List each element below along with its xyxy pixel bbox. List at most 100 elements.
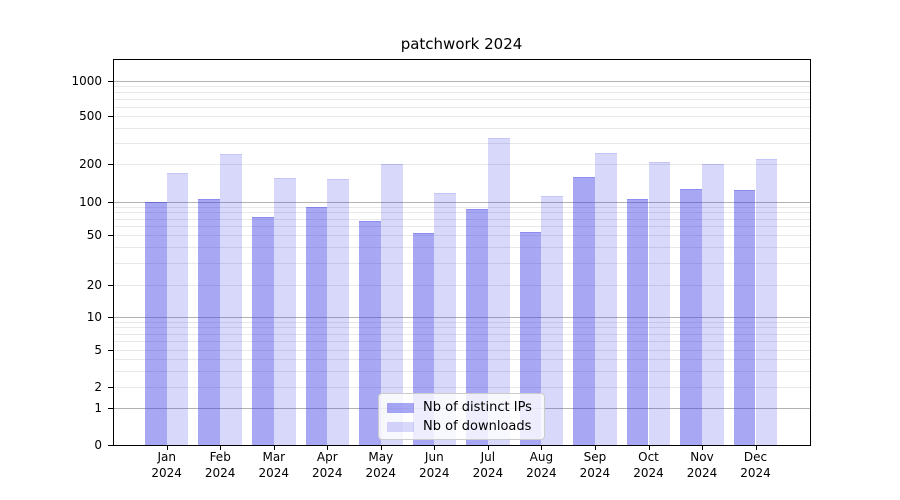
legend-label: Nb of downloads <box>423 419 532 434</box>
grid-line-minor <box>114 350 810 351</box>
grid-line-minor <box>114 98 810 100</box>
bar-distinct-ips-jan <box>144 202 167 445</box>
y-tick-mark <box>108 316 113 318</box>
grid-line-minor <box>114 327 810 329</box>
grid-line-minor <box>114 341 810 343</box>
legend-swatch-distinct-ips <box>387 402 414 413</box>
y-tick-mark <box>108 164 113 166</box>
x-tick-mark <box>487 446 489 450</box>
legend-label: Nb of distinct IPs <box>423 400 532 415</box>
x-tick-mark <box>702 446 703 450</box>
y-tick-label: 20 <box>86 278 102 292</box>
bar-downloads-jul <box>487 137 510 445</box>
grid-line-minor <box>114 106 810 108</box>
grid-line-minor <box>114 127 810 129</box>
bar-distinct-ips-oct <box>626 199 649 445</box>
x-tick-label: Oct 2024 <box>633 450 664 480</box>
bar-distinct-ips-feb <box>198 199 221 445</box>
bar-downloads-jun <box>434 192 457 445</box>
bar-distinct-ips-dec <box>733 189 756 445</box>
x-tick-mark <box>434 446 436 450</box>
y-tick-label: 100 <box>79 194 102 209</box>
bar-downloads-nov <box>702 164 724 445</box>
grid-line-minor <box>114 235 810 236</box>
y-tick-mark <box>108 285 113 286</box>
x-tick-label: Jan 2024 <box>151 450 182 480</box>
y-tick-mark <box>108 445 113 446</box>
x-tick-label: May 2024 <box>365 450 397 480</box>
chart-title: patchwork 2024 <box>400 35 523 53</box>
x-tick-mark <box>541 446 543 450</box>
grid-line-minor <box>114 247 810 249</box>
grid-line-minor <box>114 370 810 372</box>
x-tick-mark <box>220 446 222 450</box>
bar-downloads-aug <box>541 195 564 445</box>
y-tick-mark <box>108 235 113 236</box>
grid-line-minor <box>114 212 810 214</box>
grid-line-minor <box>114 386 810 388</box>
grid-line-minor <box>114 218 810 220</box>
y-tick-mark <box>108 350 113 351</box>
grid-line-minor <box>114 92 810 94</box>
y-tick-mark <box>108 408 113 410</box>
y-tick-mark <box>108 80 113 82</box>
x-tick-label: Jul 2024 <box>472 450 504 480</box>
bar-distinct-ips-nov <box>680 188 702 445</box>
bar-downloads-jan <box>166 173 189 445</box>
grid-line-minor <box>114 321 810 323</box>
bar-downloads-mar <box>273 177 296 445</box>
x-tick-mark <box>166 446 168 450</box>
grid-line-minor <box>114 206 810 208</box>
y-tick-label: 500 <box>79 109 102 123</box>
y-tick-label: 5 <box>94 343 102 357</box>
legend-row: Nb of downloads <box>379 417 544 436</box>
grid-line-minor <box>114 164 810 166</box>
grid-line-minor <box>114 142 810 144</box>
x-tick-label: Sep 2024 <box>579 450 611 480</box>
x-tick-label: Aug 2024 <box>526 450 557 480</box>
bar-downloads-may <box>380 164 403 445</box>
bar-distinct-ips-jul <box>466 208 488 445</box>
x-tick-label: Nov 2024 <box>686 450 718 480</box>
x-tick-mark <box>273 446 275 450</box>
y-tick-mark <box>108 386 113 388</box>
grid-line-minor <box>114 358 810 360</box>
bar-distinct-ips-jun <box>412 233 435 445</box>
x-tick-mark <box>648 446 650 450</box>
bar-downloads-oct <box>648 161 671 445</box>
grid-line-major <box>114 201 810 203</box>
bar-distinct-ips-sep <box>573 176 595 445</box>
y-tick-label: 2 <box>94 379 102 394</box>
grid-line-minor <box>114 86 810 88</box>
x-tick-label: Feb 2024 <box>204 450 236 480</box>
bar-distinct-ips-may <box>359 220 381 445</box>
y-tick-label: 0 <box>94 438 102 452</box>
bar-downloads-feb <box>220 154 242 445</box>
y-tick-label: 50 <box>86 228 102 242</box>
bar-distinct-ips-aug <box>519 232 542 445</box>
x-tick-mark <box>594 446 596 450</box>
bar-distinct-ips-apr <box>305 207 328 445</box>
plot-area <box>113 59 811 446</box>
y-tick-label: 1 <box>94 401 102 416</box>
legend: Nb of distinct IPs Nb of downloads <box>378 393 545 440</box>
grid-line-minor <box>114 226 810 228</box>
legend-row: Nb of distinct IPs <box>379 398 544 417</box>
bar-distinct-ips-mar <box>252 217 274 445</box>
x-tick-label: Jun 2024 <box>419 450 450 480</box>
bar-downloads-apr <box>327 178 350 445</box>
grid-line-minor <box>114 285 810 286</box>
y-tick-label: 10 <box>86 309 102 324</box>
x-tick-mark <box>327 446 329 450</box>
bar-downloads-sep <box>594 152 617 445</box>
y-tick-mark <box>108 116 113 117</box>
bar-downloads-dec <box>755 158 778 445</box>
grid-line-major <box>114 316 810 318</box>
x-tick-mark <box>380 446 382 450</box>
grid-line-minor <box>114 116 810 117</box>
x-tick-label: Dec 2024 <box>740 450 771 480</box>
x-tick-label: Apr 2024 <box>312 450 343 480</box>
y-tick-label: 200 <box>79 157 102 172</box>
y-tick-label: 1000 <box>71 73 102 88</box>
